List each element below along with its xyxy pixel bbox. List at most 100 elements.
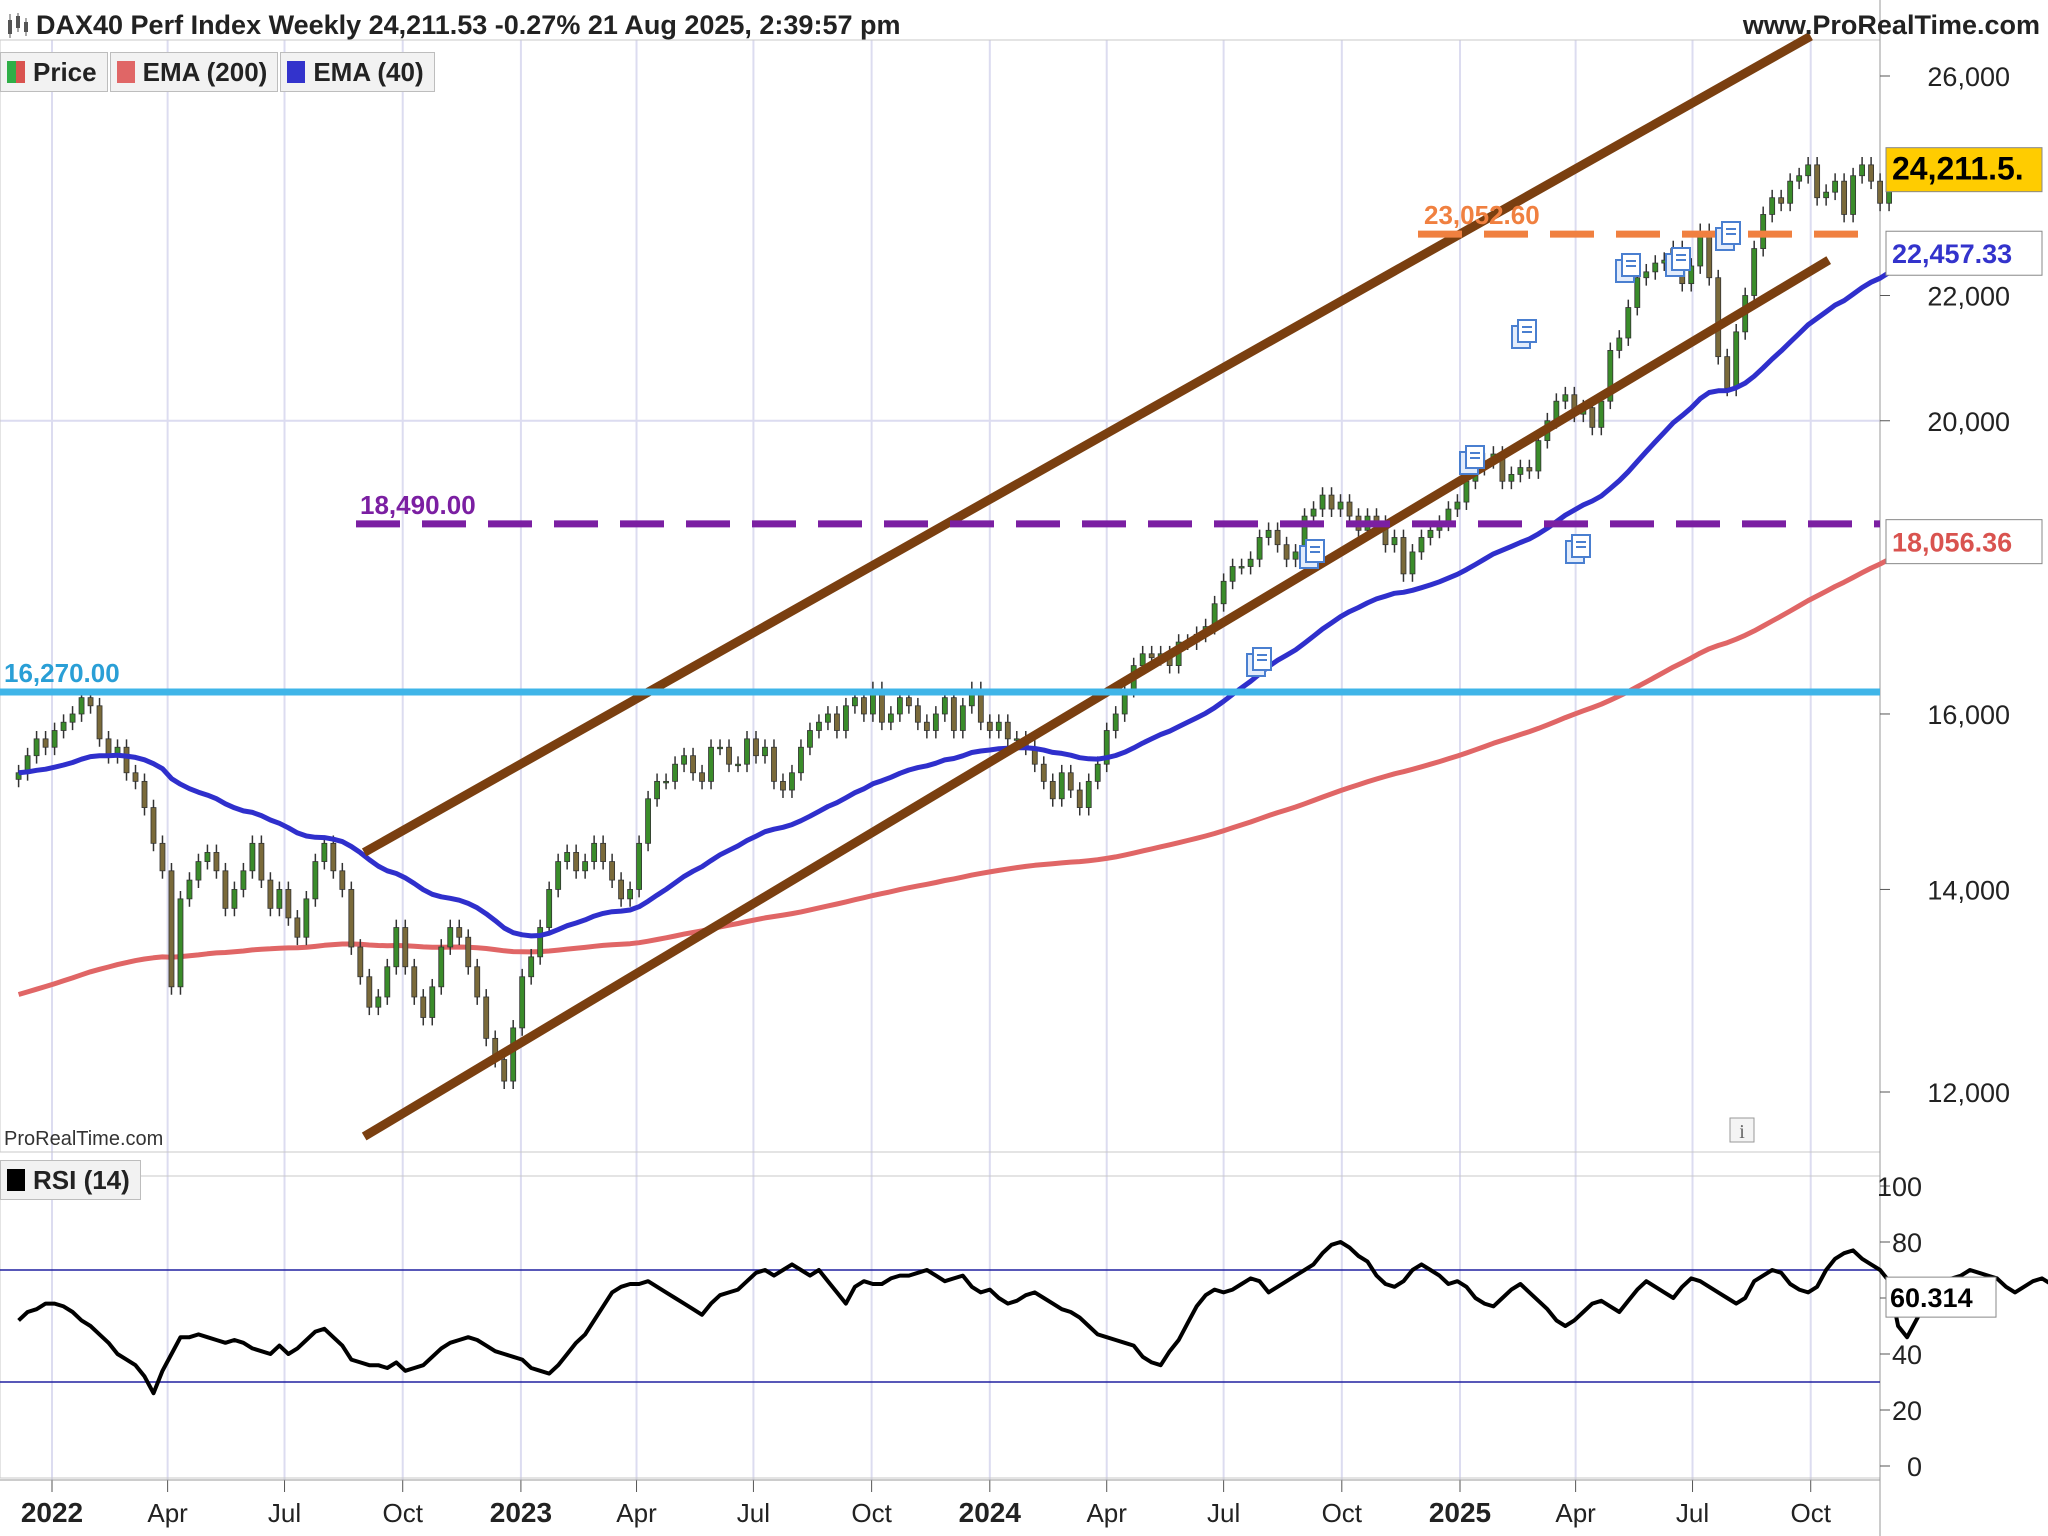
candle-body: [645, 798, 651, 844]
info-icon-glyph: i: [1739, 1121, 1745, 1143]
candle-body: [240, 870, 247, 890]
candle-body: [807, 730, 813, 748]
candle-body: [1652, 262, 1659, 273]
candle-body: [1067, 772, 1074, 791]
candle-body: [663, 780, 669, 784]
candle-body: [132, 772, 139, 782]
price-legend: Price EMA (200) EMA (40): [0, 52, 437, 92]
channel-upper-line: [361, 32, 1813, 857]
candle-body: [420, 996, 427, 1018]
candle-body: [564, 852, 571, 862]
candle-body: [150, 807, 157, 844]
candle-body: [1841, 180, 1848, 215]
candle-body: [591, 842, 598, 862]
x-tick-label: Apr: [616, 1498, 657, 1528]
candle-body: [986, 721, 993, 731]
info-icon: [1729, 1117, 1755, 1143]
x-tick-label: Apr: [147, 1498, 188, 1528]
legend-ema200[interactable]: EMA (200): [109, 52, 279, 92]
rsi-y-tick-label: 100: [1877, 1172, 1922, 1202]
candle-body: [726, 746, 732, 765]
candle-body: [1688, 265, 1695, 285]
chart-title: DAX40 Perf Index Weekly 24,211.53 -0.27%…: [36, 10, 901, 40]
ema200-tag-text: 18,056.36: [1892, 528, 2012, 558]
candle-body: [303, 898, 310, 938]
channel-lower-line: [361, 256, 1832, 1141]
ema-40-layer: [18, 250, 1927, 939]
candle-body: [636, 842, 642, 890]
candle-body: [690, 755, 696, 774]
candle-body: [501, 1059, 508, 1082]
candle-body: [1859, 164, 1866, 177]
legend-ema40[interactable]: EMA (40): [280, 52, 435, 92]
candle-body: [141, 780, 148, 808]
candle-body: [582, 861, 589, 872]
candle-body: [294, 917, 301, 938]
channel-lines: [361, 32, 1832, 1141]
candle-body: [654, 780, 660, 800]
legend-rsi[interactable]: RSI (14): [0, 1160, 141, 1200]
y-tick-label: 16,000: [1927, 700, 2010, 730]
candle-body: [474, 966, 481, 998]
price-swatch: [7, 61, 25, 83]
legend-ema40-label: EMA (40): [313, 56, 424, 87]
candle-body: [339, 870, 346, 890]
candle-body: [321, 842, 328, 862]
candle-body: [33, 738, 40, 757]
candle-body: [708, 746, 714, 782]
chart-bars-icon[interactable]: [6, 12, 30, 40]
candle-body: [1310, 508, 1317, 517]
candle-body: [312, 861, 319, 900]
candle-body: [276, 889, 283, 909]
x-tick-label: Oct: [851, 1498, 892, 1528]
candle-body: [1238, 566, 1245, 569]
x-tick-label: Oct: [1790, 1498, 1831, 1528]
candle-body: [600, 842, 607, 862]
candle-body: [941, 697, 948, 715]
candle-body: [1787, 180, 1794, 204]
candle-body: [1508, 473, 1515, 482]
rsi-y-tick-label: 0: [1907, 1452, 1922, 1482]
candle-body: [950, 697, 957, 731]
candle-body: [699, 772, 705, 782]
candle-body: [1400, 537, 1407, 575]
candle-body: [627, 889, 634, 900]
candle-body: [1247, 558, 1254, 567]
legend-ema200-label: EMA (200): [142, 56, 268, 87]
candle-body: [1283, 544, 1290, 560]
panel-frames: [0, 0, 1881, 1536]
candle-body: [852, 697, 858, 707]
candle-body: [555, 861, 562, 890]
candle-body: [1778, 197, 1785, 204]
candle-body: [1715, 277, 1722, 358]
legend-price[interactable]: Price: [0, 52, 108, 92]
legend-rsi-label: RSI (14): [33, 1164, 130, 1195]
candle-body: [843, 705, 849, 731]
candle-body: [1769, 197, 1776, 215]
x-tick-label: Oct: [382, 1498, 423, 1528]
candle-body: [402, 927, 409, 968]
rsi-line: [17, 1240, 2048, 1396]
candle-body: [1292, 551, 1299, 560]
candle-body: [1850, 175, 1857, 215]
candle-body: [1076, 789, 1083, 808]
candle-body: [1049, 780, 1056, 800]
candle-body: [618, 879, 625, 900]
candle-body: [887, 713, 894, 723]
candle-body: [1229, 566, 1236, 582]
candle-body: [573, 852, 580, 872]
level-16270-label: 16,270.00: [4, 658, 120, 688]
candle-body: [465, 936, 472, 968]
candle-body: [195, 861, 202, 881]
ema-200-line: [17, 539, 1927, 997]
candle-body: [222, 870, 229, 909]
candle-body: [1625, 307, 1632, 339]
candle-body: [393, 927, 400, 968]
candle-body: [905, 697, 912, 707]
candle-body: [78, 697, 85, 715]
candle-body: [995, 721, 1002, 731]
candle-body: [771, 746, 777, 782]
price-tag-text: 24,211.5.: [1892, 151, 2024, 187]
candle-body: [1733, 331, 1740, 389]
candle-body: [231, 889, 238, 909]
